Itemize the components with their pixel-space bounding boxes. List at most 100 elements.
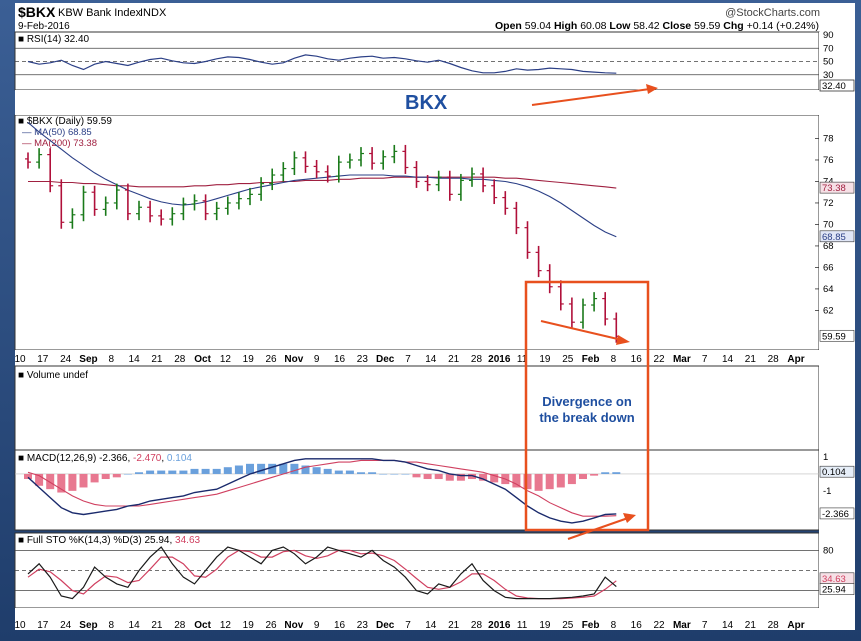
date-axis-2-label-9: 12	[220, 620, 232, 631]
date-axis-2-label-22: 11	[517, 620, 528, 631]
price-tick-70: 70	[823, 219, 834, 230]
annotation-band	[15, 90, 819, 115]
date-axis-1-label-24: 25	[562, 354, 574, 365]
date-axis-2-label-16: Dec	[376, 620, 395, 631]
ma200-label: — MA(200) 73.38	[22, 138, 97, 149]
price-tick-78: 78	[823, 133, 834, 144]
divergence-text-line2: the break down	[539, 410, 634, 425]
macd-hist-bar-23	[279, 463, 288, 474]
price-tick-62: 62	[823, 305, 834, 316]
index-name: KBW Bank Index	[58, 7, 142, 19]
sto-tick-80: 80	[823, 545, 834, 556]
price-divergence-arrow	[540, 320, 630, 345]
macd-hist-bar-14	[179, 470, 188, 474]
macd-hist-bar-32	[379, 473, 388, 475]
price-axis: 787674727068666462	[823, 133, 834, 316]
date-axis-2-label-25: Feb	[582, 620, 600, 631]
date-axis-1-label-27: 16	[631, 354, 643, 365]
macd-hist-last-value-box	[819, 465, 855, 478]
date-axis-2-label-31: 14	[722, 620, 734, 631]
rsi-line	[27, 54, 617, 74]
date-axis-2-label-20: 28	[471, 620, 483, 631]
date-axis-1-label-5: 14	[129, 354, 141, 365]
price-last-values: 73.38 68.85 59.59	[819, 181, 855, 342]
macd-hist-bar-52	[601, 472, 610, 474]
date-axis-1-label-16: Dec	[376, 354, 395, 365]
date-axis-2-label-13: 9	[314, 620, 320, 631]
volume-label: ■ Volume undef	[18, 370, 88, 381]
date-axis-1-label-12: Nov	[284, 354, 303, 365]
ma50-label: — MA(50) 68.85	[22, 127, 92, 138]
date-axis-1-label-8: Oct	[194, 354, 211, 365]
date-axis-1-label-28: 22	[653, 354, 665, 365]
macd-hist-bar-26	[312, 467, 321, 474]
price-last-value: 59.59	[822, 331, 846, 342]
sto-k-last-value-box	[819, 583, 855, 595]
date-axis-2-label-24: 25	[562, 620, 574, 631]
macd-hist-bar-18	[223, 467, 232, 474]
date-axis-1-label-30: 7	[702, 354, 708, 365]
date-axis-1-label-3: Sep	[79, 354, 97, 365]
price-bars	[25, 144, 620, 343]
date-axis-2-label-17: 7	[405, 620, 411, 631]
date-axis-1-label-29: Mar	[673, 354, 691, 365]
date-axis-1-label-20: 28	[471, 354, 483, 365]
sto-k-last-value: 25.94	[822, 585, 846, 596]
macd-hist-bar-9	[123, 473, 132, 475]
date-axis-2-label-0: 10	[14, 620, 26, 631]
date-axis-1-label-6: 21	[151, 354, 163, 365]
date-axis-1-label-18: 14	[425, 354, 437, 365]
sto-series	[27, 546, 617, 600]
macd-hist-bar-7	[101, 473, 110, 480]
date-axis-1-label-25: Feb	[582, 354, 600, 365]
macd-histogram	[24, 463, 621, 493]
rsi-divergence-arrow	[531, 84, 658, 106]
date-axis-1-label-2: 24	[60, 354, 72, 365]
date-axis-1-label-13: 9	[314, 354, 320, 365]
macd-hist-bar-44	[512, 473, 521, 488]
divergence-box	[524, 280, 650, 532]
macd-hist-bar-34	[401, 473, 410, 475]
macd-hist-bar-4	[68, 473, 77, 491]
date-axis-2-label-34: Apr	[787, 620, 804, 631]
macd-hist-bar-50	[579, 473, 587, 480]
macd-hist-bar-28	[334, 470, 343, 474]
macd-hist-bar-40	[468, 473, 476, 480]
macd-hist-bar-17	[212, 468, 221, 474]
macd-hist-bar-25	[301, 465, 310, 474]
macd-hist-bar-41	[479, 473, 488, 481]
date-axis-1-label-19: 21	[448, 354, 460, 365]
date-axis-lower: 10 17 24 Sep 8 14 21 28 Oct 12 19 26 Nov 9 16 23 Dec 7 14 2…	[14, 620, 804, 631]
date-axis-1-label-0: 10	[14, 354, 26, 365]
macd-label: ■ MACD(12,26,9) -2.366, -2.470, 0.104	[18, 453, 192, 464]
date-axis-2-label-14: 16	[334, 620, 346, 631]
macd-hist-bar-46	[534, 473, 543, 491]
macd-hist-bar-12	[157, 470, 166, 474]
macd-hist-bar-19	[234, 465, 243, 474]
macd-divergence-arrow	[567, 513, 636, 540]
date-axis-upper: 10 17 24 Sep 8 14 21 28 Oct 12 19 26 Nov 9 16 23 Dec 7 14 2…	[14, 354, 804, 365]
symbol: $BKX	[18, 4, 56, 20]
macd-hist-bar-1	[35, 473, 44, 486]
macd-hist-bar-45	[523, 473, 532, 490]
macd-last-value: -2.366	[822, 509, 849, 520]
macd-hist-bar-22	[268, 463, 277, 474]
date-axis-1-label-33: 28	[768, 354, 780, 365]
macd-hist-bar-16	[201, 468, 210, 474]
date-axis-2-label-29: Mar	[673, 620, 691, 631]
macd-hist-bar-29	[345, 470, 354, 474]
ma200-last-value: 73.38	[822, 183, 846, 194]
rsi-series	[27, 54, 617, 75]
date-axis-1-label-34: Apr	[787, 354, 804, 365]
date-axis-1-label-22: 11	[517, 354, 528, 365]
price-label: ■ $BKX (Daily) 59.59	[18, 116, 112, 127]
macd-hist-bar-49	[567, 473, 576, 485]
date-axis-1-label-9: 12	[220, 354, 232, 365]
sto-d-line	[27, 549, 617, 600]
credit: @StockCharts.com	[725, 7, 820, 19]
macd-line	[27, 458, 617, 524]
date-axis-2-label-19: 21	[448, 620, 460, 631]
chart-date: 9-Feb-2016	[18, 21, 70, 32]
